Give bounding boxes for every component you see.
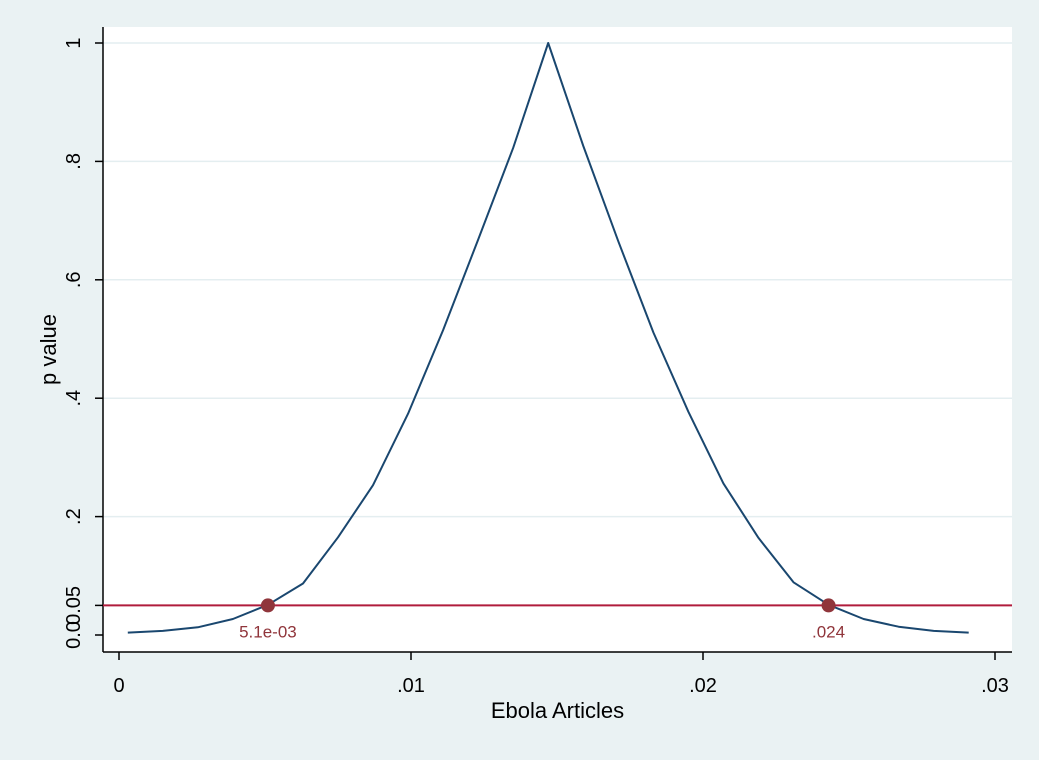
x-tick-label: .01	[397, 675, 425, 697]
x-axis-title: Ebola Articles	[491, 698, 624, 723]
marker-point	[260, 598, 275, 613]
y-tick-label: 1	[63, 37, 85, 48]
y-tick-label: 0.0	[63, 621, 85, 649]
x-tick-label: .02	[689, 675, 717, 697]
marker-point	[821, 598, 836, 613]
plot-area	[103, 27, 1012, 652]
x-tick-label: 0	[113, 675, 124, 697]
y-tick-label: .2	[63, 508, 85, 525]
x-tick-label: .03	[981, 675, 1009, 697]
y-tick-label: 0.05	[63, 586, 85, 625]
y-tick-label: .4	[63, 390, 85, 407]
y-axis-title: p value	[36, 314, 61, 385]
y-tick-label: .6	[63, 271, 85, 288]
marker-label: .024	[812, 622, 845, 641]
y-tick-label: .8	[63, 153, 85, 170]
marker-label: 5.1e-03	[239, 622, 297, 641]
